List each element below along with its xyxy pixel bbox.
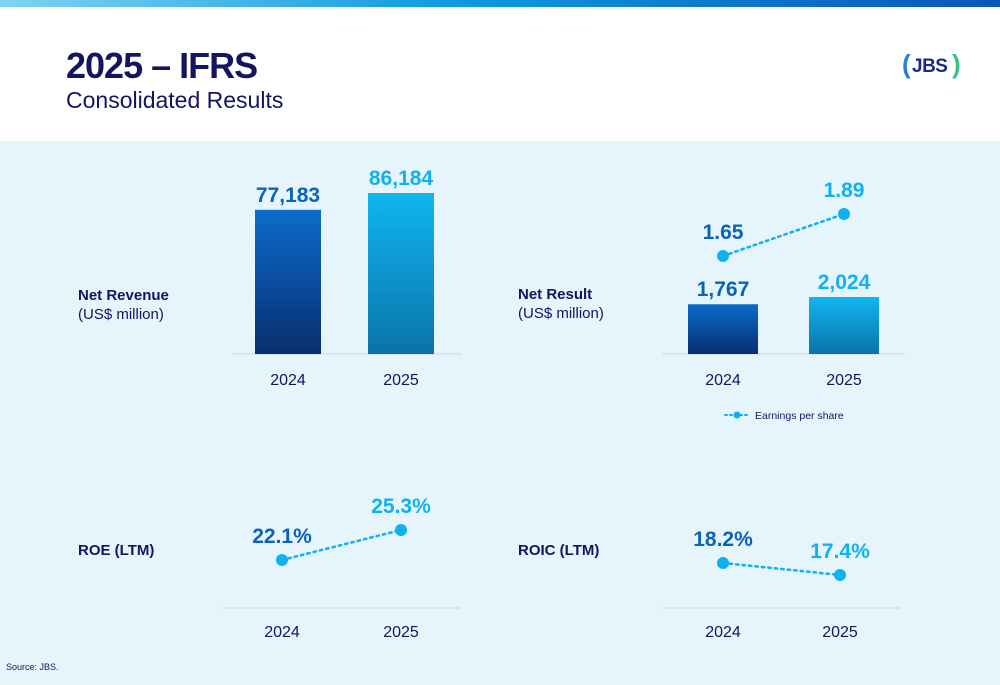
legend-label: Earnings per share — [755, 410, 844, 422]
x-tick-label: 2024 — [264, 624, 300, 641]
page-subtitle: Consolidated Results — [66, 87, 284, 113]
roe-value-label: 22.1% — [252, 525, 312, 548]
eps-point — [838, 208, 850, 220]
x-tick-label: 2024 — [270, 372, 306, 389]
roic-title: ROIC (LTM) — [518, 542, 600, 559]
logo-text: JBS — [912, 56, 948, 77]
eps-point — [717, 250, 729, 262]
roe-point — [395, 524, 407, 536]
top-accent-bar — [0, 0, 1000, 7]
bar-value-label: 77,183 — [256, 184, 320, 207]
bar-net_revenue-2025 — [368, 193, 434, 354]
jbs-logo: ( JBS ) — [902, 49, 962, 85]
x-tick-label: 2025 — [826, 372, 862, 389]
page-title: 2025 – IFRS — [66, 45, 258, 86]
net-result-title: Net Result — [518, 286, 593, 303]
bar-net_revenue-2024 — [255, 209, 321, 354]
results-panel — [0, 141, 1000, 685]
roic-point — [834, 569, 846, 581]
net-revenue-title: Net Revenue — [78, 287, 169, 304]
roic-label: ROIC (LTM) — [518, 542, 599, 559]
roic-line — [721, 561, 842, 577]
bar-value-label: 2,024 — [818, 271, 871, 294]
eps-value-label: 1.65 — [703, 221, 744, 244]
legend-marker-icon — [733, 411, 741, 419]
header: 2025 – IFRS Consolidated Results ( JBS ) — [0, 7, 1000, 141]
roe-value-label: 25.3% — [371, 495, 431, 518]
x-tick-label: 2024 — [705, 372, 741, 389]
roe-label: ROE (LTM) — [78, 542, 154, 559]
logo-left-paren-icon: ( — [902, 49, 911, 79]
bar-net_result-2025 — [809, 297, 879, 354]
net-result-unit: (US$ million) — [518, 305, 604, 322]
x-tick-label: 2025 — [383, 624, 419, 641]
logo-right-paren-icon: ) — [952, 49, 961, 79]
bar-value-label: 1,767 — [697, 278, 750, 301]
eps-line — [721, 212, 846, 258]
net-revenue-unit: (US$ million) — [78, 306, 164, 323]
roe-point — [276, 554, 288, 566]
roic-value-label: 18.2% — [693, 528, 753, 551]
bar-value-label: 86,184 — [369, 167, 434, 190]
net-revenue-label: Net Revenue (US$ million) — [78, 287, 169, 323]
roic-value-label: 17.4% — [810, 540, 870, 563]
roe-line — [280, 528, 403, 562]
source-note: Source: JBS. — [6, 662, 59, 672]
net-result-label: Net Result (US$ million) — [518, 286, 604, 322]
bar-net_result-2024 — [688, 304, 758, 354]
eps-value-label: 1.89 — [824, 179, 865, 202]
x-tick-label: 2025 — [822, 624, 858, 641]
roic-point — [717, 557, 729, 569]
x-tick-label: 2024 — [705, 624, 741, 641]
x-tick-label: 2025 — [383, 372, 419, 389]
roe-title: ROE (LTM) — [78, 542, 155, 559]
